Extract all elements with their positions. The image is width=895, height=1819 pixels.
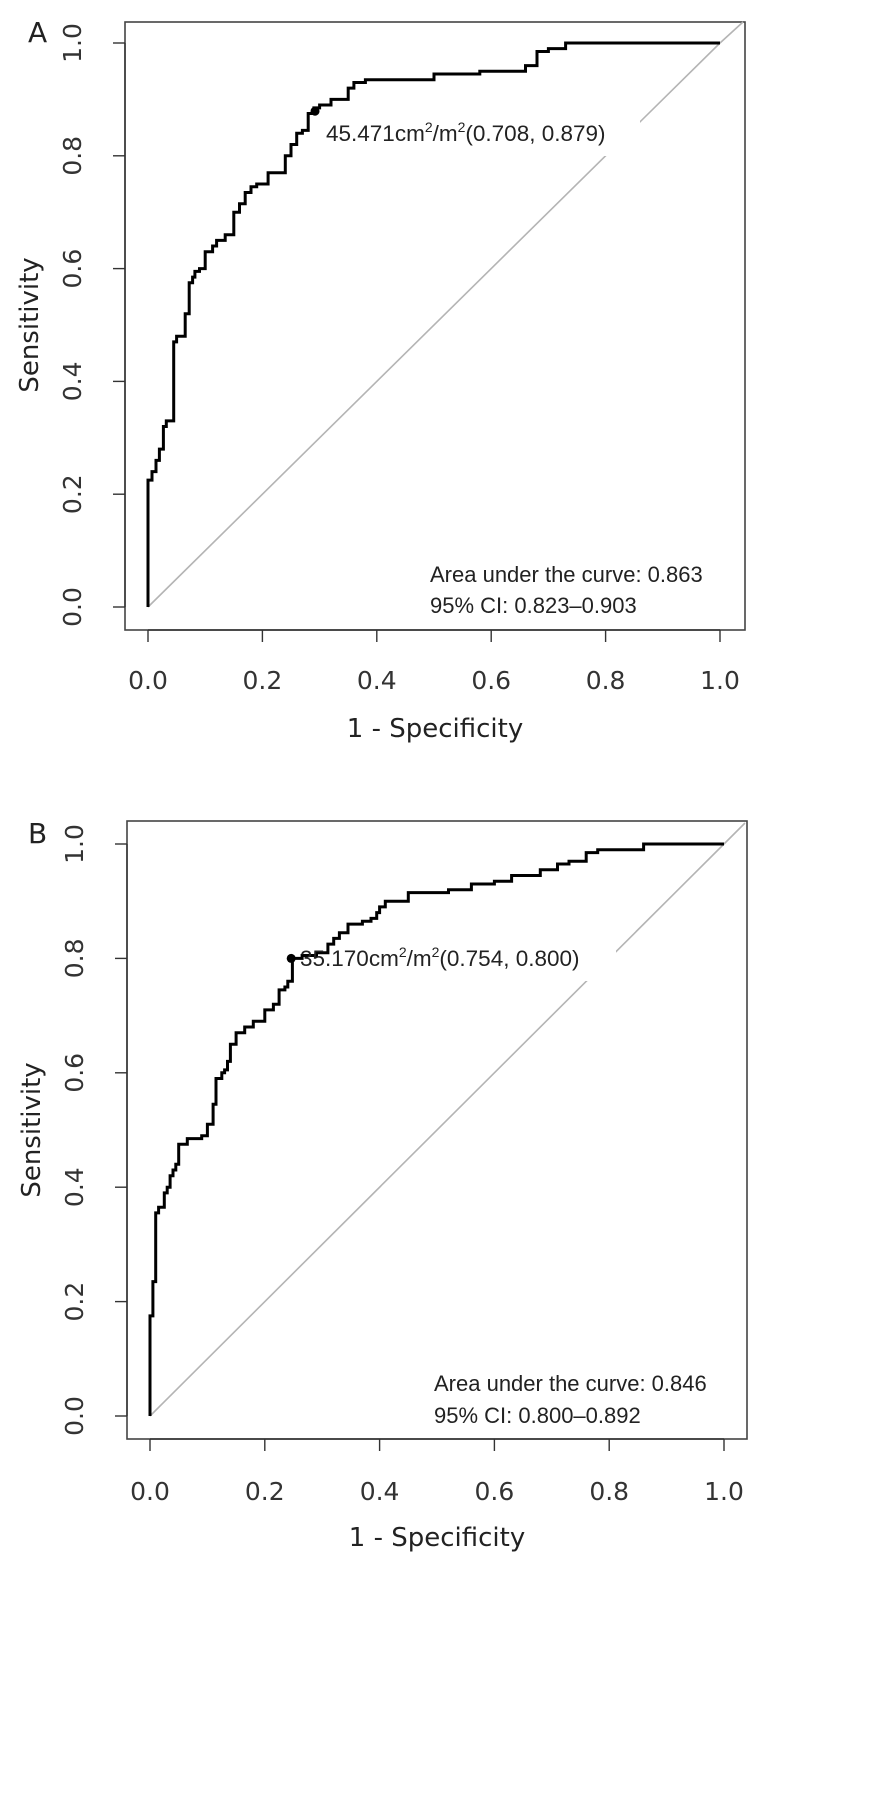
- y-tick-label-a-4: 0.8: [58, 136, 87, 176]
- y-tick-label-a-1: 0.2: [58, 474, 87, 514]
- y-tick-label-b-1: 0.2: [60, 1282, 89, 1322]
- x-tick-label-a-3: 0.6: [471, 666, 511, 695]
- x-ticks-a: 0.0 0.2 0.4 0.6 0.8 1.0: [128, 630, 740, 695]
- y-tick-label-a-0: 0.0: [58, 587, 87, 627]
- y-tick-label-a-2: 0.4: [58, 362, 87, 402]
- cutoff-value-b: 35.170cm: [300, 946, 399, 971]
- chance-diagonal-ext-a: [719, 21, 744, 44]
- x-tick-label-b-1: 0.2: [245, 1477, 285, 1506]
- cutoff-annotation-a: 45.471cm2/m2(0.708, 0.879): [326, 119, 606, 146]
- y-axis-label-b: Sensitivity: [17, 1062, 47, 1197]
- annotation-bg-a: [318, 100, 640, 156]
- x-ticks-b: 0.0 0.2 0.4 0.6 0.8 1.0: [130, 1439, 744, 1506]
- x-axis-label-a: 1 - Specificity: [347, 714, 523, 744]
- ci-text-a: 95% CI: 0.823–0.903: [430, 593, 637, 618]
- x-tick-label-b-0: 0.0: [130, 1477, 170, 1506]
- panel-label-b: B: [28, 817, 47, 850]
- panel-label-a: A: [28, 16, 47, 49]
- x-tick-label-a-4: 0.8: [586, 666, 626, 695]
- cutoff-sup-a-2: 2: [458, 119, 466, 135]
- auc-text-b: Area under the curve: 0.846: [434, 1371, 707, 1396]
- cutoff-unit-b: /m: [407, 946, 432, 971]
- x-tick-label-a-1: 0.2: [243, 666, 283, 695]
- cutoff-value-a: 45.471cm: [326, 121, 425, 146]
- auc-text-a: Area under the curve: 0.863: [430, 562, 703, 587]
- cutoff-unit-a: /m: [433, 121, 458, 146]
- y-tick-label-b-5: 1.0: [60, 824, 89, 864]
- cutoff-sup-b-1: 2: [399, 944, 407, 960]
- annotation-bg-b: [296, 925, 616, 981]
- cutoff-coords-b: (0.754, 0.800): [439, 946, 579, 971]
- x-tick-label-b-2: 0.4: [360, 1477, 400, 1506]
- optimal-cutoff-point-b: [286, 953, 296, 963]
- x-tick-label-b-5: 1.0: [704, 1477, 744, 1506]
- x-tick-label-b-4: 0.8: [589, 1477, 629, 1506]
- roc-curve-b: [148, 842, 724, 1416]
- y-tick-label-b-3: 0.6: [60, 1053, 89, 1093]
- chance-diagonal-b: [149, 843, 725, 1417]
- x-tick-label-a-0: 0.0: [128, 666, 168, 695]
- optimal-cutoff-point-a: [310, 106, 320, 116]
- y-tick-label-a-3: 0.6: [58, 249, 87, 289]
- y-tick-label-b-4: 0.8: [60, 939, 89, 979]
- cutoff-sup-a-1: 2: [425, 119, 433, 135]
- cutoff-sup-b-2: 2: [432, 944, 440, 960]
- roc-curve-a: [146, 41, 720, 607]
- ci-text-b: 95% CI: 0.800–0.892: [434, 1403, 641, 1428]
- cutoff-annotation-b: 35.170cm2/m2(0.754, 0.800): [300, 944, 580, 971]
- y-tick-label-b-0: 0.0: [60, 1396, 89, 1436]
- y-tick-label-b-2: 0.4: [60, 1167, 89, 1207]
- roc-panel-b: B 35.170cm2/m2(0.754, 0.800) Area under …: [17, 817, 748, 1553]
- x-axis-label-b: 1 - Specificity: [349, 1523, 525, 1553]
- y-ticks-a: 0.0 0.2 0.4 0.6 0.8 1.0: [58, 23, 125, 627]
- y-tick-label-a-5: 1.0: [58, 23, 87, 63]
- y-axis-label-a: Sensitivity: [15, 257, 45, 392]
- chance-diagonal-ext-b: [723, 822, 746, 845]
- y-ticks-b: 0.0 0.2 0.4 0.6 0.8 1.0: [60, 824, 127, 1436]
- x-tick-label-a-5: 1.0: [700, 666, 740, 695]
- x-tick-label-a-2: 0.4: [357, 666, 397, 695]
- cutoff-coords-a: (0.708, 0.879): [465, 121, 605, 146]
- x-tick-label-b-3: 0.6: [475, 1477, 515, 1506]
- roc-panel-a: A 45.471cm2/m2(0.708, 0.879) Area under …: [15, 16, 746, 744]
